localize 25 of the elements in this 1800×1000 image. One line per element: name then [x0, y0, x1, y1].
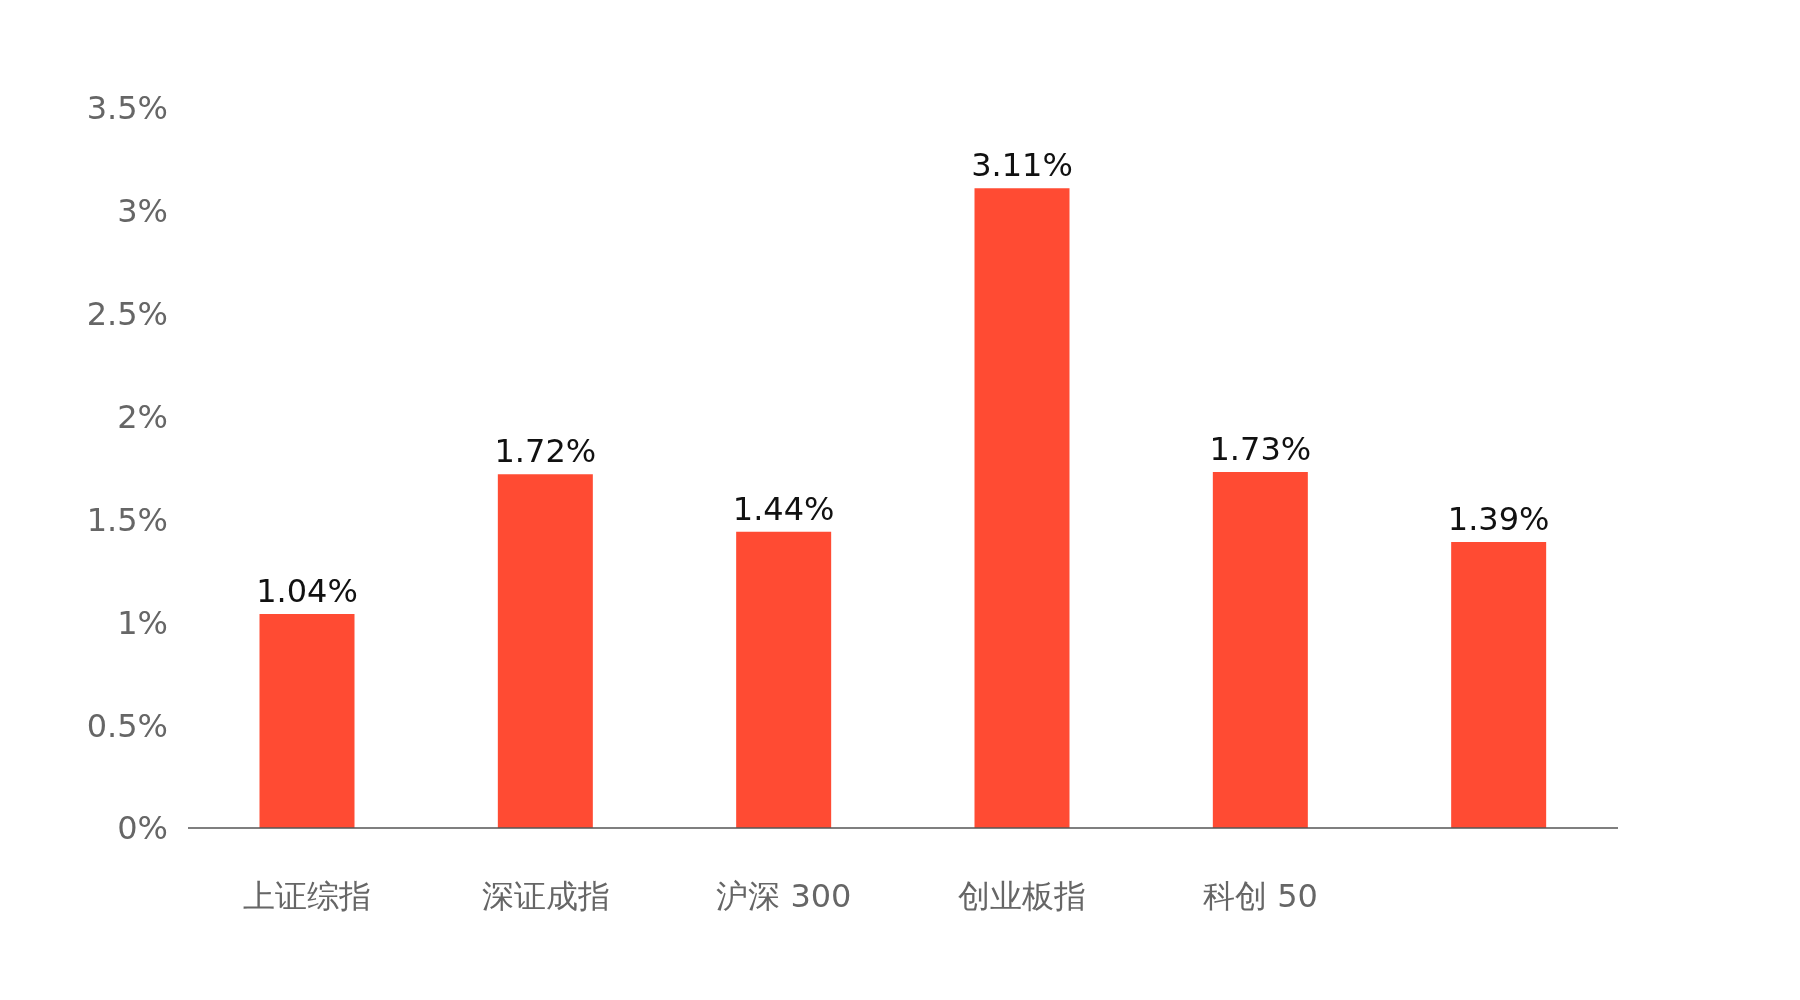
x-tick-label: 深证成指 [481, 876, 610, 915]
x-tick-label: 科创 50 [1203, 876, 1318, 915]
data-label: 1.44% [732, 489, 835, 528]
bar [1212, 472, 1308, 828]
x-tick-label: 上证综指 [243, 876, 372, 915]
y-tick-label: 2% [117, 397, 168, 436]
y-tick-label: 3.5% [86, 89, 168, 128]
data-label: 1.39% [1447, 500, 1550, 539]
x-tick-label: 创业板指 [958, 876, 1087, 915]
y-tick-label: 2.5% [86, 295, 168, 334]
bar [974, 188, 1070, 828]
y-tick-label: 1.5% [86, 500, 168, 539]
data-label: 1.72% [494, 432, 597, 471]
data-label: 3.11% [971, 146, 1073, 185]
y-tick-label: 0.5% [86, 706, 168, 745]
bar [1451, 542, 1547, 828]
x-tick-label: 沪深 300 [716, 876, 852, 915]
y-tick-label: 0% [117, 809, 168, 848]
bar [736, 531, 832, 828]
bar [497, 474, 593, 828]
data-label: 1.73% [1209, 430, 1312, 469]
y-tick-label: 3% [117, 192, 168, 231]
bar [259, 614, 355, 828]
data-label: 1.04% [256, 572, 358, 611]
y-tick-label: 1% [117, 603, 168, 642]
